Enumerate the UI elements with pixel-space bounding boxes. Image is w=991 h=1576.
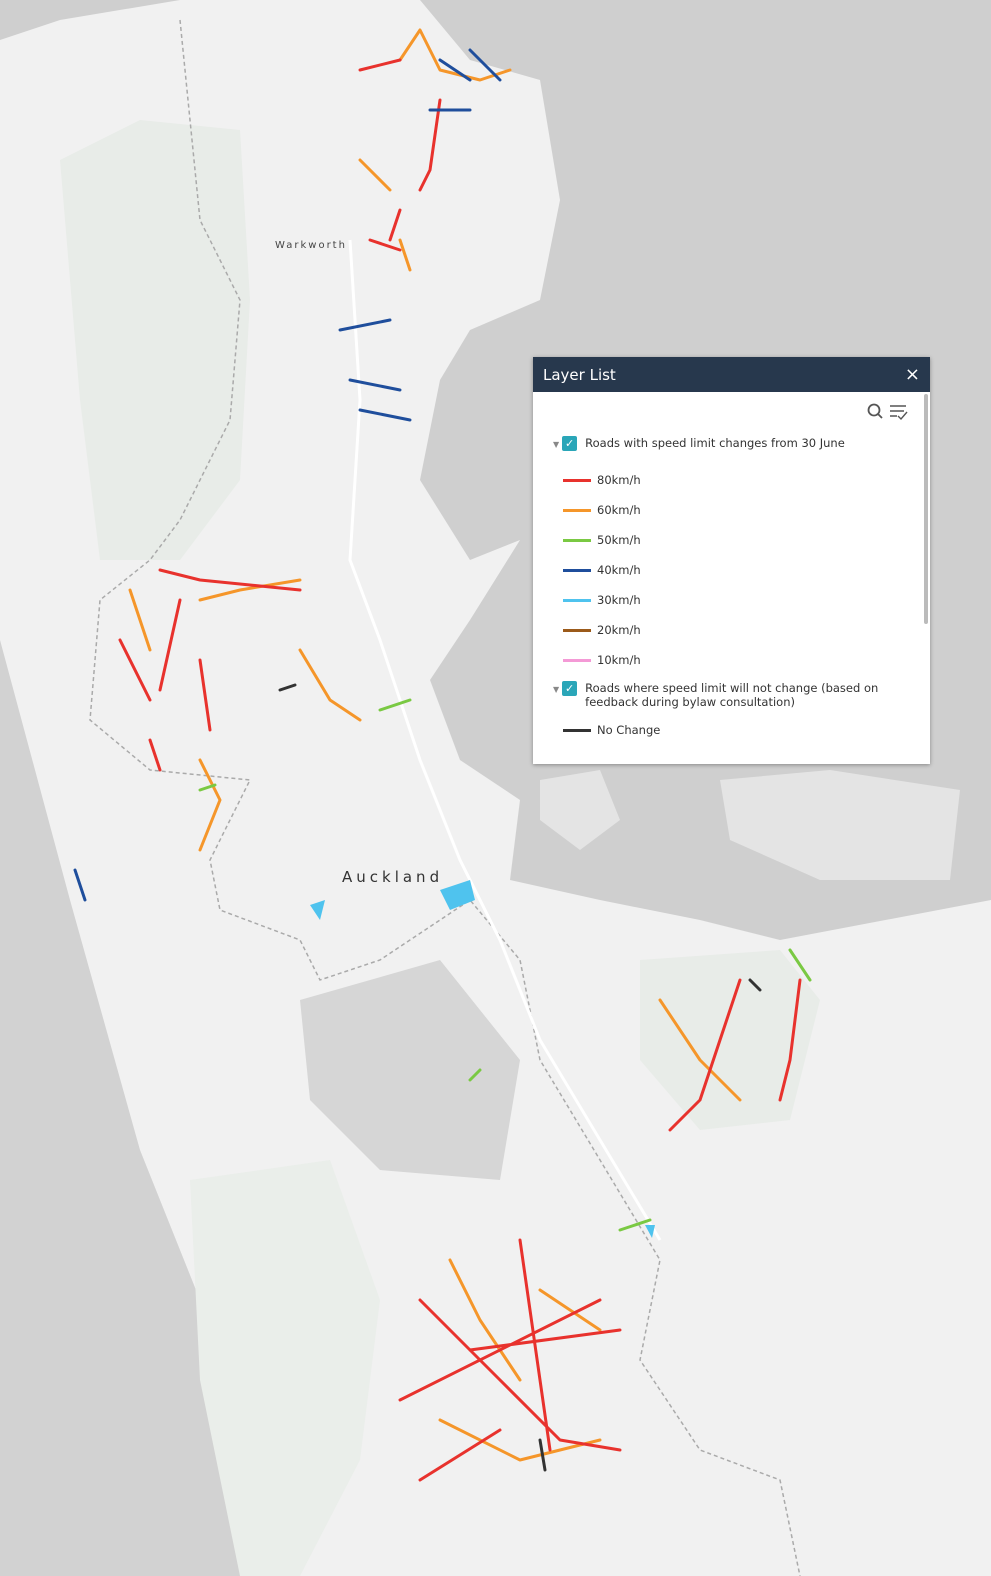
legend-label: 20km/h bbox=[597, 623, 641, 637]
island bbox=[720, 770, 960, 880]
legend-swatch bbox=[563, 598, 591, 602]
legend-label: 60km/h bbox=[597, 503, 641, 517]
legend-item: 30km/h bbox=[533, 585, 930, 615]
search-filter-icons[interactable] bbox=[866, 400, 916, 424]
park bbox=[60, 120, 250, 560]
legend-swatch bbox=[563, 508, 591, 512]
island bbox=[540, 770, 620, 850]
layer-checkbox[interactable]: ✓ bbox=[562, 436, 578, 451]
legend-item: 80km/h bbox=[533, 465, 930, 495]
sea-west bbox=[0, 640, 300, 1576]
layer-name: Roads with speed limit changes from 30 J… bbox=[585, 436, 845, 450]
legend-label: No Change bbox=[597, 723, 661, 737]
layer-row: ▼ ✓ Roads with speed limit changes from 30… bbox=[533, 430, 930, 457]
expand-toggle[interactable]: ▼ bbox=[553, 685, 560, 694]
layer-name: Roads where speed limit will not change … bbox=[585, 681, 879, 709]
legend-item: No Change bbox=[533, 715, 930, 745]
motorway bbox=[348, 239, 662, 1241]
legend-item: 50km/h bbox=[533, 525, 930, 555]
panel-header: Layer List × bbox=[533, 357, 930, 392]
legend-item: 10km/h bbox=[533, 645, 930, 675]
layer-row: ▼ ✓ Roads where speed limit will not chang… bbox=[533, 675, 930, 715]
legend-label: 10km/h bbox=[597, 653, 641, 667]
layer-tree: ▼ ✓ Roads with speed limit changes from 30… bbox=[533, 430, 930, 745]
layer-checkbox[interactable]: ✓ bbox=[562, 681, 578, 696]
legend-swatch bbox=[563, 658, 591, 662]
expand-toggle[interactable]: ▼ bbox=[553, 440, 560, 449]
park bbox=[190, 1160, 380, 1576]
legend-swatch bbox=[563, 538, 591, 542]
scrollbar[interactable] bbox=[924, 394, 928, 624]
legend-swatch bbox=[563, 478, 591, 482]
park bbox=[640, 950, 820, 1130]
layer-list-panel: Layer List × ▼ ✓ Roads with speed limit ch… bbox=[533, 357, 930, 764]
place-label: Warkworth bbox=[275, 240, 347, 251]
close-button[interactable]: × bbox=[904, 364, 920, 385]
roads bbox=[73, 28, 812, 1482]
legend-item: 20km/h bbox=[533, 615, 930, 645]
legend-swatch bbox=[563, 728, 591, 732]
legend-swatch bbox=[563, 568, 591, 572]
harbour bbox=[300, 960, 520, 1180]
legend-label: 30km/h bbox=[597, 593, 641, 607]
legend-label: 50km/h bbox=[597, 533, 641, 547]
legend-swatch bbox=[563, 628, 591, 632]
place-label: Auckland bbox=[342, 868, 443, 886]
panel-title: Layer List bbox=[543, 365, 616, 384]
legend-label: 40km/h bbox=[597, 563, 641, 577]
legend-label: 80km/h bbox=[597, 473, 641, 487]
legend-item: 40km/h bbox=[533, 555, 930, 585]
toolbar bbox=[533, 392, 930, 430]
legend-item: 60km/h bbox=[533, 495, 930, 525]
